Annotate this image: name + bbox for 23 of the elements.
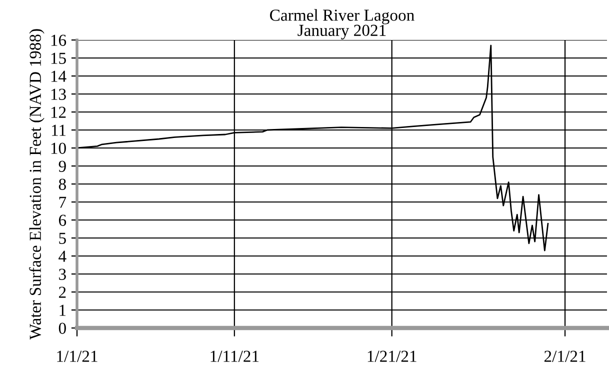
- y-tick-label: 9: [58, 160, 66, 172]
- y-axis-title: Water Surface Elevation in Feet (NAVD 1988): [29, 29, 44, 340]
- y-tick-label: 11: [52, 124, 66, 136]
- y-tick-label: 15: [51, 52, 66, 64]
- y-tick-label: 6: [58, 214, 66, 226]
- y-tick-label: 4: [58, 250, 66, 262]
- y-tick-label: 10: [51, 142, 66, 154]
- y-tick-label: 8: [58, 178, 66, 190]
- y-tick-label: 3: [59, 268, 66, 280]
- y-tick-label: 5: [59, 232, 66, 244]
- y-tick-label: 14: [51, 70, 66, 82]
- y-tick-label: 13: [51, 88, 66, 100]
- y-tick-label: 2: [58, 286, 66, 298]
- x-tick-label: 1/11/21: [210, 350, 259, 362]
- y-tick-label: 12: [51, 106, 66, 118]
- x-tick-label: 2/1/21: [544, 350, 586, 362]
- chart-title: Carmel River Lagoon January 2021: [270, 9, 414, 40]
- y-tick-label: 1: [60, 304, 66, 316]
- x-tick-label: 1/1/21: [57, 350, 98, 362]
- x-tick-label: 1/21/21: [368, 350, 416, 362]
- y-tick-label: 0: [58, 322, 66, 334]
- y-tick-label: 7: [59, 196, 66, 208]
- y-tick-label: 16: [51, 34, 66, 46]
